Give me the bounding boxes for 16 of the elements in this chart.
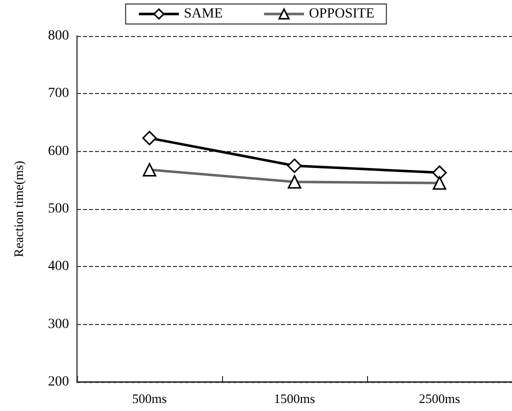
y-tick-label: 500 (48, 202, 69, 216)
point (287, 158, 302, 173)
y-tick-label: 300 (48, 316, 69, 332)
point (142, 130, 157, 146)
x-tick-label: 1500ms (274, 391, 316, 406)
y-tick-label: 800 (48, 28, 69, 44)
y-tick-label: 600 (48, 144, 69, 159)
legend-label: SAME (184, 6, 223, 22)
legend-label: OPPOSITE (309, 6, 374, 22)
y-axis-title: Reaction time(ms) (11, 160, 26, 258)
point (432, 165, 447, 180)
x-tick-label: 500ms (132, 391, 167, 406)
x-tick-label: 2500ms (418, 391, 460, 406)
y-tick-label: 700 (48, 86, 69, 102)
y-tick-label: 400 (48, 259, 69, 274)
y-tick-label: 200 (48, 374, 69, 390)
